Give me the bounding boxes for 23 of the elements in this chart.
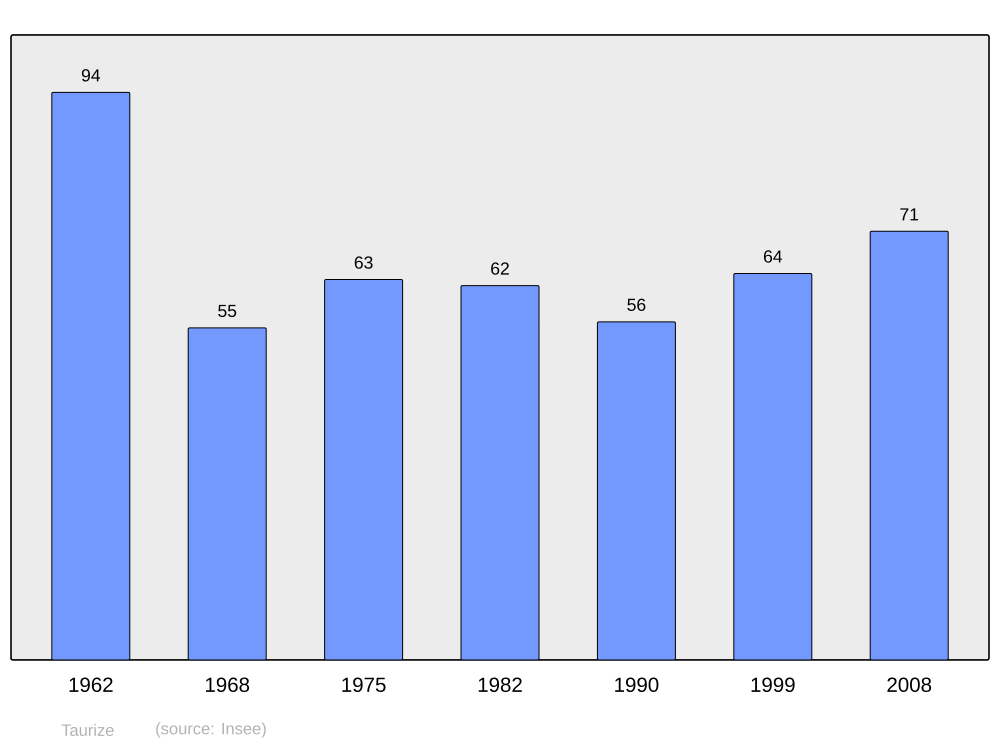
text: (source: Insee): [156, 722, 266, 738]
bar: [596, 321, 676, 660]
data-label: 71: [900, 208, 918, 220]
bar: [188, 327, 267, 660]
data-label: 62: [491, 262, 509, 275]
x-tick-label: 1975: [342, 678, 386, 692]
bar: [51, 92, 130, 660]
data-label: 55: [218, 304, 236, 318]
data-label: 64: [764, 250, 782, 263]
x-tick-label: 1990: [615, 678, 658, 692]
x-tick-label: 1962: [70, 678, 113, 692]
data-label: 63: [354, 256, 373, 269]
x-tick-label: 1968: [206, 678, 250, 692]
x-tick-label: 1999: [752, 678, 795, 692]
x-tick-label: 2008: [887, 678, 932, 692]
data-label: 56: [627, 298, 646, 311]
bar: [733, 273, 812, 660]
text: Taurize: [62, 724, 114, 736]
bar: [324, 279, 404, 660]
data-label: 94: [82, 69, 100, 82]
bar: [460, 285, 540, 660]
x-tick-label: 1982: [478, 678, 522, 692]
bar: [870, 230, 949, 660]
